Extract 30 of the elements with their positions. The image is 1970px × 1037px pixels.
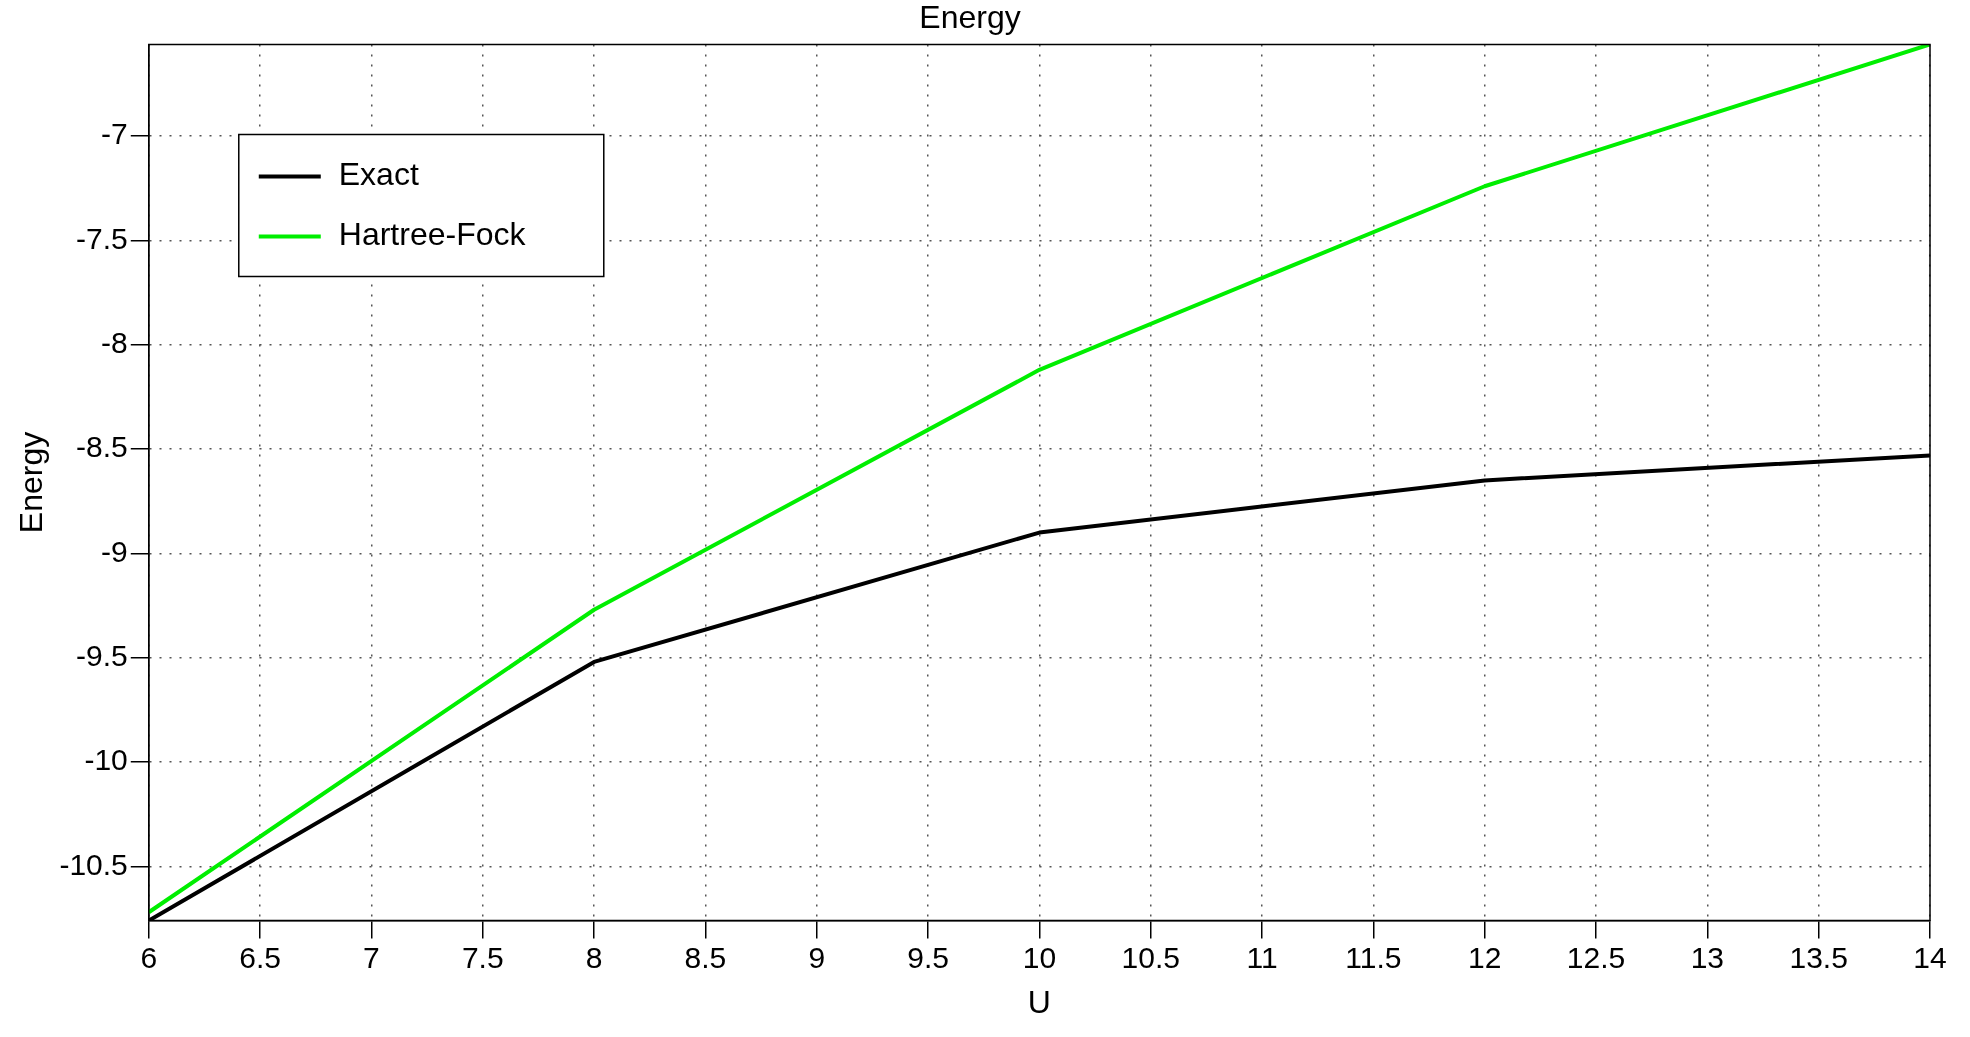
y-tick-label: -10 — [84, 743, 128, 777]
x-tick-label: 8 — [585, 940, 603, 974]
x-tick-label: 11 — [1246, 940, 1278, 974]
legend-label: Hartree-Fock — [338, 216, 527, 253]
y-tick-label: -7.5 — [76, 221, 128, 255]
y-tick-label: -8 — [101, 326, 128, 360]
x-tick-label: 13.5 — [1789, 940, 1848, 974]
x-axis-title: U — [1027, 983, 1051, 1020]
x-tick-label: 7 — [363, 940, 380, 974]
x-tick-label: 11.5 — [1345, 940, 1402, 974]
y-axis-title: Energy — [13, 431, 50, 534]
y-tick-label: -10.5 — [59, 847, 128, 881]
legend-label: Exact — [338, 156, 419, 193]
y-tick-label: -8.5 — [76, 430, 128, 464]
x-tick-label: 14 — [1913, 940, 1947, 974]
x-tick-label: 12.5 — [1566, 940, 1626, 974]
x-tick-label: 10 — [1022, 940, 1057, 974]
x-tick-label: 6 — [140, 940, 158, 974]
x-tick-label: 10.5 — [1121, 940, 1180, 974]
x-tick-label: 12 — [1468, 940, 1502, 974]
chart-title: Energy — [919, 0, 1021, 36]
x-tick-label: 9.5 — [907, 940, 949, 974]
y-tick-label: -7 — [101, 117, 128, 151]
x-tick-label: 6.5 — [239, 940, 281, 974]
x-tick-label: 8.5 — [684, 940, 727, 974]
x-tick-label: 9 — [808, 940, 826, 974]
y-tick-label: -9 — [101, 534, 128, 568]
x-tick-label: 7.5 — [461, 940, 504, 974]
x-tick-label: 13 — [1690, 940, 1725, 974]
y-tick-label: -9.5 — [76, 639, 128, 673]
